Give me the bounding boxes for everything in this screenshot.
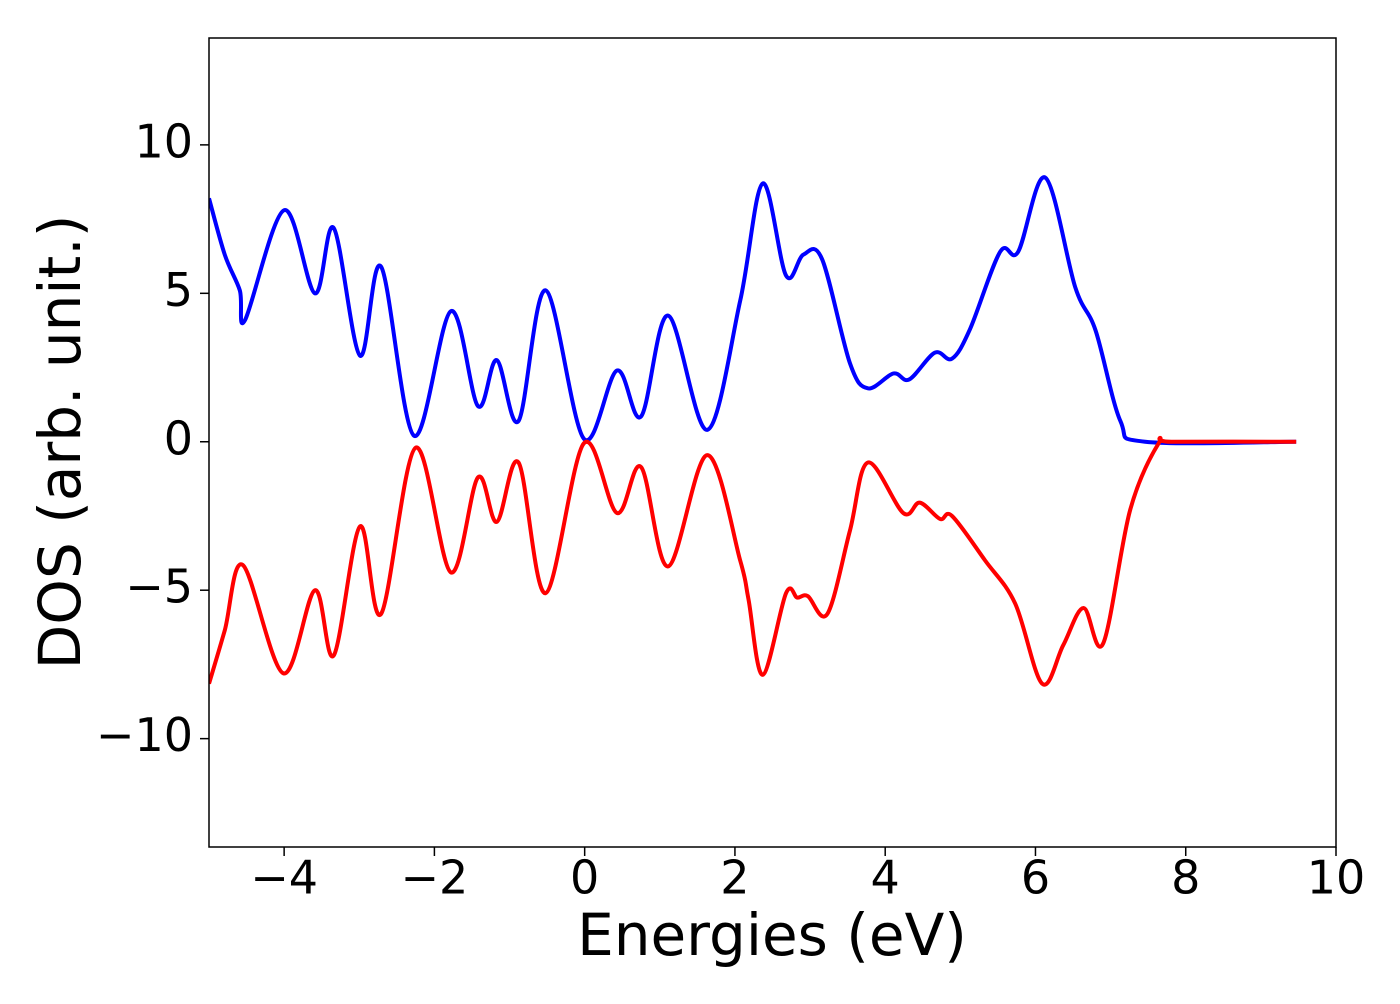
x-tick-label: −2: [400, 851, 468, 905]
y-tick-label: 0: [164, 411, 193, 465]
y-tick-label: −5: [125, 560, 193, 614]
x-tick-label: −4: [250, 851, 318, 905]
x-tick-label: 2: [720, 851, 749, 905]
dos-line: [209, 175, 1297, 446]
x-tick-label: 0: [570, 851, 599, 905]
x-tick-label: 10: [1307, 851, 1366, 905]
x-tick-label: 6: [1021, 851, 1050, 905]
x-axis-label: Energies (eV): [577, 901, 967, 969]
plot-frame: [208, 37, 1337, 848]
x-tick-label: 4: [871, 851, 900, 905]
y-axis-label: DOS (arb. unit.): [26, 215, 94, 670]
x-tick-label: 8: [1171, 851, 1200, 905]
y-tick-label: −10: [96, 708, 193, 762]
y-tick-label: 10: [134, 114, 193, 168]
y-tick-label: 5: [164, 263, 193, 317]
dos-line: [209, 435, 1297, 687]
